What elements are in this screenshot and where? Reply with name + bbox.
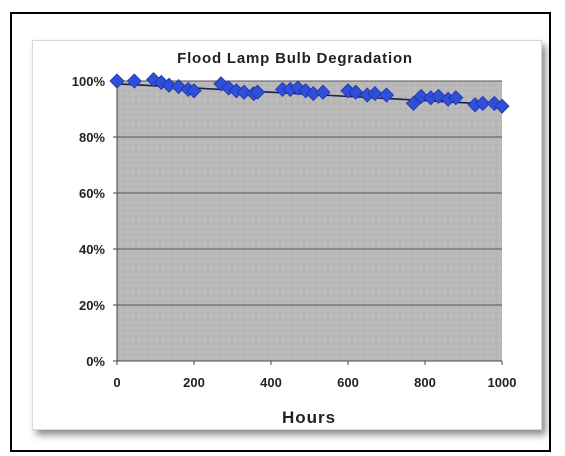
data-point-marker xyxy=(405,95,422,111)
data-point-marker xyxy=(475,95,491,111)
x-tick-label: 1000 xyxy=(488,375,517,390)
y-tick-label: 0% xyxy=(86,354,105,369)
y-tick-label: 60% xyxy=(79,186,105,201)
chart-svg: Flood Lamp Bulb Degradation 0% 20% 40% 60% 8… xyxy=(72,50,517,427)
y-tick-label: 40% xyxy=(79,242,105,257)
x-tick-label: 0 xyxy=(113,375,120,390)
x-tick-label: 800 xyxy=(414,375,436,390)
data-point-marker xyxy=(448,90,464,106)
data-point-marker xyxy=(315,84,331,100)
data-point-marker xyxy=(348,84,364,100)
x-tick-label: 400 xyxy=(260,375,282,390)
y-tick-label: 100% xyxy=(72,74,106,89)
plot-area xyxy=(117,81,502,361)
chart-title: Flood Lamp Bulb Degradation xyxy=(177,50,413,67)
data-point-marker xyxy=(109,73,125,89)
data-point-marker xyxy=(249,84,266,100)
data-point-marker xyxy=(367,86,383,102)
data-point-marker xyxy=(413,88,429,104)
x-axis-title: Hours xyxy=(282,408,336,427)
y-tick-label: 20% xyxy=(79,298,105,313)
chart-card: Flood Lamp Bulb Degradation 0% 20% 40% 60% 8… xyxy=(32,40,542,430)
data-point-marker xyxy=(186,83,202,99)
x-tick-label: 200 xyxy=(183,375,205,390)
data-point-marker xyxy=(126,73,142,89)
y-tick-label: 80% xyxy=(79,130,105,145)
x-tick-label: 600 xyxy=(337,375,359,390)
data-point-marker xyxy=(494,98,510,114)
data-point-marker xyxy=(378,87,395,103)
data-point-marker xyxy=(161,77,177,93)
data-point-marker xyxy=(236,84,252,100)
